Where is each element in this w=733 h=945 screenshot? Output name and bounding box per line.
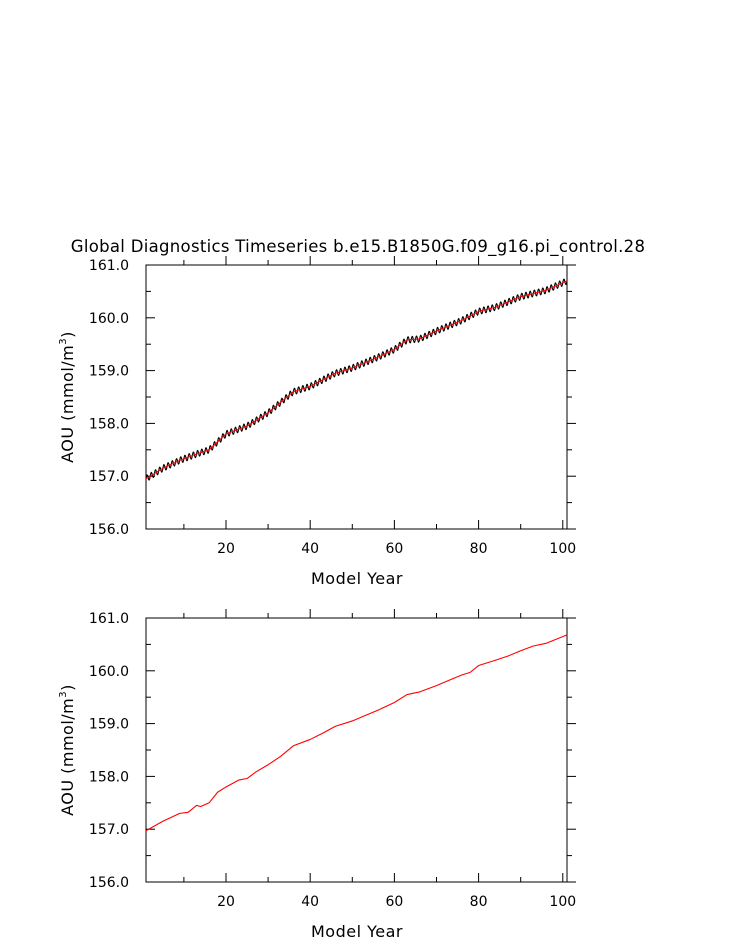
top-y-axis-label-main: AOU (mmol/m <box>58 345 77 463</box>
top-series-line-annual <box>145 280 568 480</box>
bottom-y-tick-label: 159.0 <box>89 717 129 733</box>
top-y-axis-label-close: ) <box>58 331 77 338</box>
top-y-axis-label: AOU (mmol/m3) <box>58 331 77 463</box>
top-y-tick-label: 156.0 <box>89 522 129 538</box>
bottom-panel: AOU (mmol/m3) Model Year 20 40 60 80 100 156.… <box>58 609 576 941</box>
bottom-x-tick-label: 100 <box>549 894 576 910</box>
bottom-y-tick-label: 161.0 <box>89 611 129 627</box>
bottom-x-tick-label: 60 <box>385 894 403 910</box>
top-y-tick-label: 159.0 <box>89 364 129 380</box>
top-y-tick-label: 157.0 <box>89 469 129 485</box>
top-y-tick-label: 158.0 <box>89 416 129 432</box>
top-x-tick-label: 80 <box>470 541 488 557</box>
top-y-tick-label: 160.0 <box>89 311 129 327</box>
bottom-y-axis-label: AOU (mmol/m3) <box>58 684 77 816</box>
top-x-tick-label: 20 <box>217 541 235 557</box>
bottom-x-tick-label: 20 <box>217 894 235 910</box>
bottom-y-axis-label-sup: 3 <box>58 691 69 698</box>
figure-title: Global Diagnostics Timeseries b.e15.B185… <box>71 237 646 257</box>
bottom-x-axis-label: Model Year <box>311 922 403 941</box>
top-y-tick-label: 161.0 <box>89 258 129 274</box>
bottom-y-axis-label-main: AOU (mmol/m <box>58 698 77 816</box>
top-x-axis-label: Model Year <box>311 569 403 588</box>
bottom-x-tick-label: 40 <box>301 894 319 910</box>
bottom-y-tick-label: 158.0 <box>89 769 129 785</box>
bottom-series-line-annual <box>145 634 568 832</box>
bottom-y-tick-label: 156.0 <box>89 875 129 891</box>
top-y-axis-label-sup: 3 <box>58 338 69 345</box>
bottom-y-axis-label-close: ) <box>58 684 77 691</box>
top-x-tick-label: 60 <box>385 541 403 557</box>
top-x-tick-label: 100 <box>549 541 576 557</box>
top-x-tick-label: 40 <box>301 541 319 557</box>
bottom-x-tick-label: 80 <box>470 894 488 910</box>
bottom-y-tick-label: 160.0 <box>89 664 129 680</box>
top-panel: AOU (mmol/m3) Model Year 20 40 60 80 100 156.… <box>58 256 576 588</box>
bottom-y-tick-label: 157.0 <box>89 822 129 838</box>
